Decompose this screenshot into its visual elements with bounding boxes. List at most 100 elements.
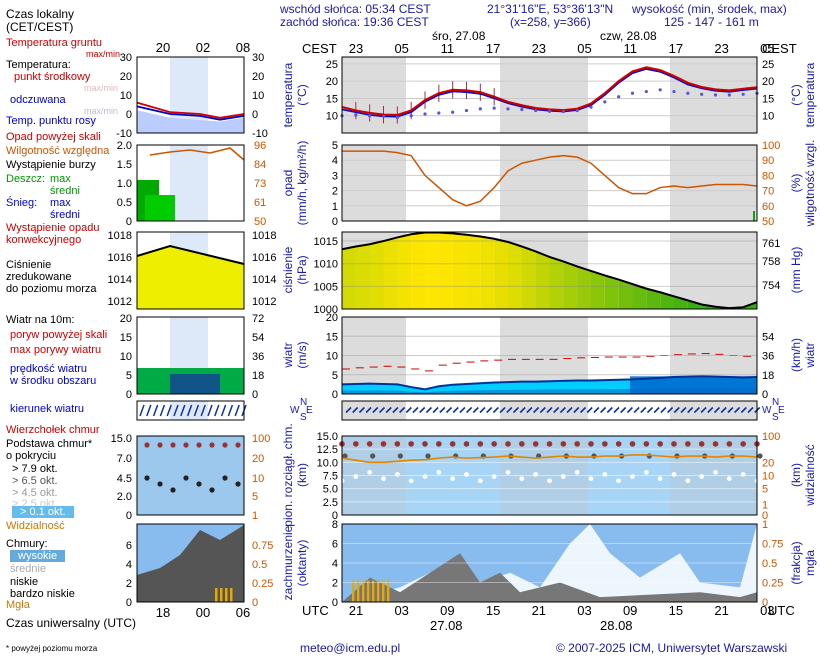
wind-tick: 0 [332, 389, 338, 401]
small-wind-arrow [214, 404, 220, 417]
wind-tick: 20 [326, 312, 338, 324]
wind-arrow [680, 406, 687, 414]
cloud-top-dot [712, 441, 719, 447]
wind-arrow [660, 406, 667, 414]
cloud-top-dot [380, 441, 387, 447]
pressure-fill [494, 238, 508, 309]
wind-arrow [653, 406, 660, 414]
legend-utc: Czas uniwersalny (UTC) [6, 616, 137, 630]
utc-right: UTC [768, 603, 795, 618]
legend-middle: średnie [10, 563, 47, 575]
fog-tick: 0.5 [762, 558, 777, 570]
legend-pressure-2: zredukowane [6, 271, 72, 283]
legend-very-low: bardzo niskie [10, 588, 75, 600]
utc-tick: 21 [532, 603, 546, 618]
small-panel-frame [136, 400, 245, 421]
legend-temperature: Temperatura: [6, 59, 71, 71]
small-local-tick: 20 [156, 40, 170, 55]
local-tick: 11 [623, 41, 637, 56]
wind-arrow [352, 406, 359, 414]
cloud-top-dot [671, 441, 677, 447]
small-wind-arrow [234, 404, 240, 417]
dewpoint-dot [451, 110, 455, 114]
small-press-tick: 1012 [108, 296, 132, 308]
cloud-top-dot [726, 441, 733, 447]
cloud-base-light [713, 469, 718, 475]
mmhg-tick: 761 [762, 238, 780, 250]
footer-email[interactable]: meteo@icm.edu.pl [300, 641, 401, 655]
wind-arrow [613, 406, 620, 414]
pressure-fill [591, 270, 605, 309]
small-cloud-base [209, 487, 215, 493]
small-fog-bar [230, 588, 233, 602]
dewpoint-dot [423, 112, 427, 116]
small-cov-tick: 6 [126, 540, 132, 552]
small-press-tick-right: 1016 [252, 252, 276, 264]
night-band [670, 145, 757, 221]
small-cloud-base [196, 481, 202, 487]
small-cloud-top [144, 442, 150, 448]
wind-tick: 5 [332, 370, 338, 382]
vis-unit: (km) [789, 463, 803, 487]
wind-unit: (m/s) [295, 341, 309, 368]
mmhg-unit: (mm Hg) [789, 247, 803, 294]
coordinates: 21°31'16"E, 53°36'13"N [487, 2, 614, 16]
cloud-top-dot [463, 441, 470, 447]
small-humidity [149, 147, 245, 161]
small-fog-bar [215, 588, 218, 602]
local-tick: 05 [760, 41, 774, 56]
small-fog-tick: 0 [252, 597, 258, 609]
legend-okt-1: > 7.9 okt. [12, 463, 58, 475]
dewpoint-dot [727, 93, 731, 97]
vis-axis: widzialność [803, 444, 817, 506]
cloud-base-light [353, 474, 359, 479]
precip-tick: 2 [332, 186, 338, 198]
small-cloud-base [222, 475, 228, 481]
cest-left: CEST [302, 41, 337, 56]
cloud-base-light [588, 476, 594, 482]
night-band [500, 57, 588, 133]
small-wind-dark [170, 374, 220, 394]
wind-arrow [620, 406, 627, 414]
small-press-tick: 1016 [108, 252, 132, 264]
fog-bar [387, 580, 390, 602]
small-panel-frame [136, 523, 245, 603]
dewpoint-dot [547, 109, 552, 113]
wind-arrow [412, 406, 419, 414]
legend-high: wysokie [10, 550, 66, 562]
fog-bar [357, 580, 360, 602]
pressure-fill [563, 261, 578, 309]
kmh-tick: 36 [762, 351, 774, 363]
wind-arrow [399, 406, 406, 414]
cloud-base-light [657, 476, 663, 482]
cloud-base-light [519, 476, 525, 482]
pressure-fill [425, 232, 439, 309]
dewpoint-dot [506, 107, 510, 111]
cloud-base-light [547, 478, 552, 484]
small-hum-tick: 61 [254, 197, 266, 209]
wind-arrow [526, 406, 533, 414]
cloud-base-light [533, 472, 539, 477]
small-precip-tick: 2.0 [117, 140, 132, 152]
temp-tick: 15 [326, 93, 338, 105]
cloud-top-dot [615, 441, 622, 447]
vis-tick: 0 [762, 510, 768, 522]
temp-tick-right: 15 [762, 93, 774, 105]
cloud-unit: (km) [295, 463, 309, 487]
panel-frame [341, 435, 758, 516]
small-press-tick: 1014 [108, 274, 132, 286]
humidity-tick: 50 [762, 216, 774, 228]
small-wind-tick: 20 [120, 313, 132, 325]
legend-okt-5: > 0.1 okt. [12, 506, 74, 518]
dewpoint-dot [700, 92, 704, 96]
legend-soil-temp: Temperatura gruntu [6, 37, 102, 49]
hum-unit: (%) [789, 174, 803, 193]
wind-arrow [378, 406, 386, 414]
day2-top: czw, 28.08 [600, 29, 657, 43]
pressure-fill [604, 275, 619, 309]
dewpoint-dot [492, 106, 496, 110]
cloud-top-dot [740, 441, 746, 447]
cloud-top-dot [449, 441, 456, 447]
wind-arrow [559, 406, 566, 414]
pressure-line [341, 231, 758, 310]
